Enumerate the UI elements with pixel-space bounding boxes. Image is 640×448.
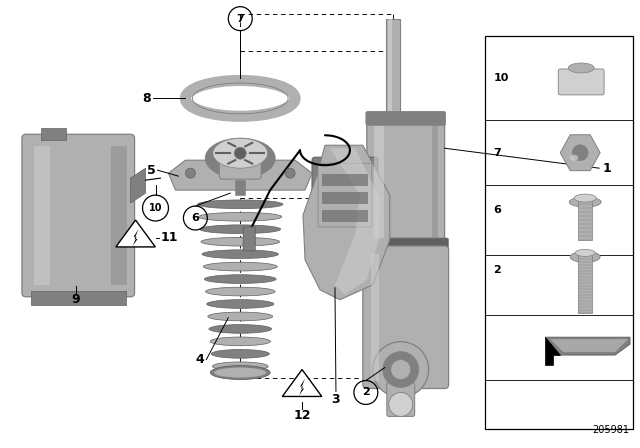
Polygon shape — [560, 135, 600, 171]
Ellipse shape — [207, 300, 274, 308]
FancyBboxPatch shape — [22, 134, 134, 297]
Bar — [111, 146, 127, 285]
Ellipse shape — [213, 138, 268, 168]
Ellipse shape — [198, 212, 282, 221]
Text: 205981: 205981 — [592, 425, 629, 435]
Ellipse shape — [205, 138, 275, 178]
Ellipse shape — [208, 312, 273, 321]
FancyBboxPatch shape — [367, 112, 445, 243]
Text: 12: 12 — [293, 409, 311, 422]
FancyBboxPatch shape — [387, 383, 415, 416]
Bar — [41, 128, 66, 140]
FancyBboxPatch shape — [366, 112, 445, 125]
Circle shape — [186, 168, 195, 178]
Ellipse shape — [204, 262, 277, 271]
Bar — [236, 180, 245, 195]
Bar — [486, 35, 633, 429]
Ellipse shape — [212, 362, 268, 370]
Circle shape — [234, 147, 246, 159]
Bar — [578, 198, 592, 240]
FancyBboxPatch shape — [243, 227, 255, 251]
Text: 8: 8 — [142, 92, 150, 105]
Polygon shape — [282, 370, 322, 396]
Text: 2: 2 — [493, 265, 501, 275]
Polygon shape — [545, 337, 560, 365]
Text: 5: 5 — [147, 164, 156, 177]
Ellipse shape — [575, 250, 595, 256]
Ellipse shape — [204, 275, 276, 284]
Ellipse shape — [205, 287, 275, 296]
FancyBboxPatch shape — [312, 157, 378, 233]
Bar — [322, 174, 368, 186]
Circle shape — [383, 352, 419, 388]
FancyBboxPatch shape — [318, 163, 372, 227]
Text: 3: 3 — [332, 393, 340, 406]
FancyBboxPatch shape — [558, 69, 604, 95]
Circle shape — [388, 392, 413, 416]
Ellipse shape — [210, 337, 271, 346]
Text: 11: 11 — [161, 232, 178, 245]
Text: 7: 7 — [493, 148, 501, 158]
Bar — [34, 146, 50, 285]
Ellipse shape — [202, 250, 278, 258]
Polygon shape — [131, 168, 145, 203]
Ellipse shape — [574, 194, 596, 202]
Ellipse shape — [198, 200, 283, 209]
Text: 1: 1 — [602, 162, 611, 175]
Text: 2: 2 — [362, 388, 370, 397]
Ellipse shape — [211, 349, 269, 358]
Polygon shape — [116, 220, 156, 247]
Text: 6: 6 — [191, 213, 199, 223]
Ellipse shape — [220, 147, 260, 165]
Circle shape — [391, 360, 411, 379]
Ellipse shape — [209, 324, 271, 333]
Bar — [371, 254, 379, 380]
Polygon shape — [330, 148, 380, 295]
Polygon shape — [299, 379, 305, 396]
Bar — [31, 291, 125, 305]
Ellipse shape — [569, 197, 601, 207]
Ellipse shape — [568, 63, 594, 73]
Circle shape — [373, 342, 429, 397]
Text: 10: 10 — [148, 203, 163, 213]
Text: 4: 4 — [196, 353, 204, 366]
FancyBboxPatch shape — [363, 238, 449, 256]
Polygon shape — [545, 337, 630, 355]
Circle shape — [285, 168, 295, 178]
FancyBboxPatch shape — [363, 246, 449, 388]
Circle shape — [572, 145, 588, 161]
Text: 10: 10 — [493, 73, 509, 83]
Bar — [388, 19, 392, 121]
Polygon shape — [132, 229, 139, 246]
Bar — [374, 117, 384, 238]
Ellipse shape — [570, 155, 578, 161]
Bar — [386, 19, 400, 121]
Ellipse shape — [201, 237, 280, 246]
Bar — [431, 117, 438, 238]
Ellipse shape — [214, 367, 266, 378]
Text: 6: 6 — [493, 205, 501, 215]
Text: 7: 7 — [236, 13, 244, 24]
Polygon shape — [550, 339, 628, 352]
Ellipse shape — [211, 366, 270, 379]
Ellipse shape — [200, 225, 281, 233]
Bar — [578, 253, 592, 313]
Polygon shape — [303, 145, 390, 300]
Polygon shape — [168, 160, 312, 190]
Ellipse shape — [570, 251, 600, 263]
Text: 9: 9 — [72, 293, 80, 306]
Bar — [322, 192, 368, 204]
Bar — [322, 210, 368, 222]
FancyBboxPatch shape — [220, 151, 261, 179]
